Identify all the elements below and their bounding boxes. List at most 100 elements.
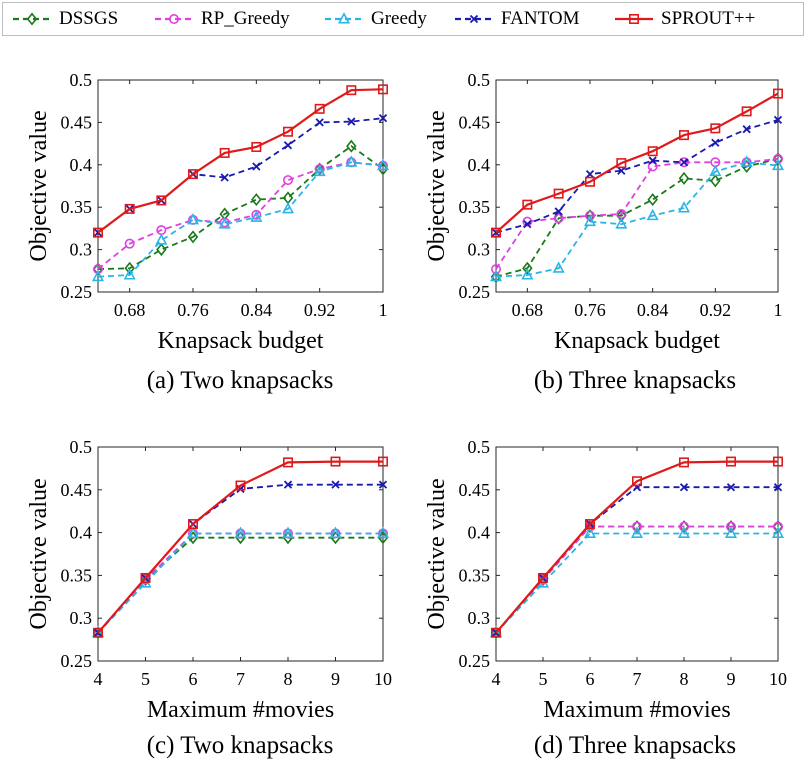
point-fantom-a bbox=[283, 141, 293, 150]
point-fantom-b bbox=[523, 220, 532, 229]
y-tick-label-b: 0.35 bbox=[459, 197, 491, 217]
point-fantom-b bbox=[554, 207, 563, 216]
point-sprout-a bbox=[346, 85, 357, 96]
caption-c: (c) Two knapsacks bbox=[146, 732, 334, 759]
series-line-sprout-c bbox=[97, 460, 383, 634]
y-tick-label-a: 0.3 bbox=[70, 240, 93, 260]
x-tick-label-a: 1 bbox=[379, 300, 388, 320]
point-sprout-a bbox=[124, 203, 135, 214]
series-line-rp-greedy-a bbox=[97, 161, 384, 270]
point-sprout-b bbox=[647, 146, 658, 157]
chart-c: 0.25 0.3 0.35 0.4 0.45 0.5 4 5 6 7 8 9 10 Maximum #mo… bbox=[26, 437, 392, 723]
series-greedy-a bbox=[91, 155, 390, 282]
point-sprout-d bbox=[631, 476, 642, 487]
y-tick-label-d: 0.5 bbox=[468, 437, 491, 457]
point-sprout-b bbox=[584, 176, 595, 187]
legend-label-greedy: Greedy bbox=[371, 8, 427, 29]
point-sprout-b bbox=[710, 123, 721, 134]
point-sprout-b bbox=[522, 199, 533, 210]
point-dssgs-b bbox=[553, 211, 564, 225]
point-greedy-d bbox=[583, 526, 597, 538]
series-rp-greedy-c bbox=[93, 528, 388, 638]
point-rp-greedy-b bbox=[553, 213, 564, 224]
legend-marker-greedy bbox=[325, 12, 363, 24]
legend-marker-fantom bbox=[455, 14, 493, 24]
x-axis-label-b: Knapsack budget bbox=[554, 328, 720, 354]
y-tick-label-d: 0.45 bbox=[459, 480, 491, 500]
point-greedy-b bbox=[489, 269, 503, 282]
point-sprout-c bbox=[93, 627, 104, 638]
point-rp-greedy-a bbox=[93, 264, 104, 275]
legend-marker-rp-greedy-shape bbox=[168, 14, 179, 24]
x-tick-label-d: 6 bbox=[586, 669, 595, 689]
point-dssgs-b bbox=[710, 174, 721, 188]
series-sprout-a bbox=[93, 84, 388, 238]
point-greedy-a bbox=[345, 155, 358, 167]
point-sprout-a bbox=[282, 126, 293, 137]
point-fantom-d bbox=[773, 483, 783, 492]
legend-marker-dssgs-shape bbox=[26, 12, 38, 26]
x-axis-label-a: Knapsack budget bbox=[158, 328, 324, 354]
point-sprout-b bbox=[741, 106, 752, 117]
x-axis-label-c: Maximum #movies bbox=[147, 697, 334, 723]
x-tick-label-a: 0.76 bbox=[177, 300, 209, 320]
series-rp-greedy-b bbox=[490, 153, 783, 275]
legend-label-dssgs: DSSGS bbox=[59, 8, 119, 29]
point-dssgs-a bbox=[314, 162, 325, 176]
point-sprout-a bbox=[314, 103, 325, 114]
x-tick-label-c: 9 bbox=[331, 669, 340, 689]
legend-marker-sprout-shape bbox=[628, 14, 639, 24]
point-sprout-a bbox=[93, 227, 104, 238]
legend-label-sprout: SPROUT++ bbox=[661, 8, 756, 29]
point-greedy-a bbox=[123, 268, 136, 280]
y-tick-label-d: 0.25 bbox=[459, 651, 491, 671]
y-tick-label-d: 0.3 bbox=[468, 608, 491, 628]
point-fantom-b bbox=[617, 166, 626, 175]
legend-marker-greedy-shape bbox=[337, 12, 351, 24]
x-tick-label-c: 5 bbox=[141, 669, 150, 689]
x-tick-label-b: 0.76 bbox=[574, 300, 606, 320]
point-sprout-a bbox=[188, 169, 199, 180]
y-tick-label-a: 0.4 bbox=[70, 155, 93, 175]
plot-frame-c bbox=[97, 446, 384, 662]
point-fantom-c bbox=[283, 480, 293, 489]
point-greedy-a bbox=[218, 217, 231, 229]
point-greedy-d bbox=[630, 526, 644, 538]
point-greedy-a bbox=[91, 269, 105, 282]
point-fantom-a bbox=[220, 173, 229, 182]
point-sprout-d bbox=[584, 519, 595, 530]
caption-b: (b) Three knapsacks bbox=[533, 367, 737, 394]
point-dssgs-d bbox=[725, 520, 737, 534]
point-greedy-a bbox=[250, 210, 263, 222]
point-sprout-d bbox=[725, 456, 736, 467]
x-tick-label-b: 0.68 bbox=[512, 300, 544, 320]
plot-frame-a bbox=[97, 79, 384, 293]
point-sprout-a bbox=[156, 195, 167, 206]
point-greedy-b bbox=[615, 217, 628, 229]
point-greedy-a bbox=[376, 158, 390, 171]
series-line-sprout-d bbox=[495, 460, 778, 634]
point-sprout-b bbox=[678, 130, 689, 141]
chart-b: 0.25 0.3 0.35 0.4 0.45 0.5 0.68 0.76 0.84 0.92 1 Kn… bbox=[424, 70, 785, 354]
series-line-greedy-a bbox=[97, 161, 384, 278]
y-axis-label-a: Objective value bbox=[26, 110, 52, 261]
legend-label-fantom: FANTOM bbox=[501, 8, 580, 29]
point-rp-greedy-a bbox=[282, 175, 293, 186]
x-tick-label-d: 4 bbox=[492, 669, 501, 689]
point-sprout-b bbox=[772, 88, 783, 99]
series-line-fantom-a bbox=[97, 117, 384, 234]
point-dssgs-a bbox=[346, 139, 357, 153]
point-fantom-b bbox=[742, 125, 751, 134]
point-sprout-d bbox=[772, 456, 783, 467]
point-greedy-d bbox=[724, 526, 738, 538]
series-fantom-d bbox=[491, 483, 783, 637]
point-rp-greedy-d bbox=[772, 521, 783, 532]
point-sprout-d bbox=[678, 457, 689, 468]
y-tick-label-c: 0.45 bbox=[61, 480, 93, 500]
point-greedy-b bbox=[740, 155, 753, 167]
y-tick-label-c: 0.25 bbox=[61, 651, 93, 671]
point-fantom-b bbox=[773, 115, 783, 124]
y-tick-label-a: 0.5 bbox=[70, 70, 93, 90]
x-tick-label-b: 0.84 bbox=[637, 300, 669, 320]
